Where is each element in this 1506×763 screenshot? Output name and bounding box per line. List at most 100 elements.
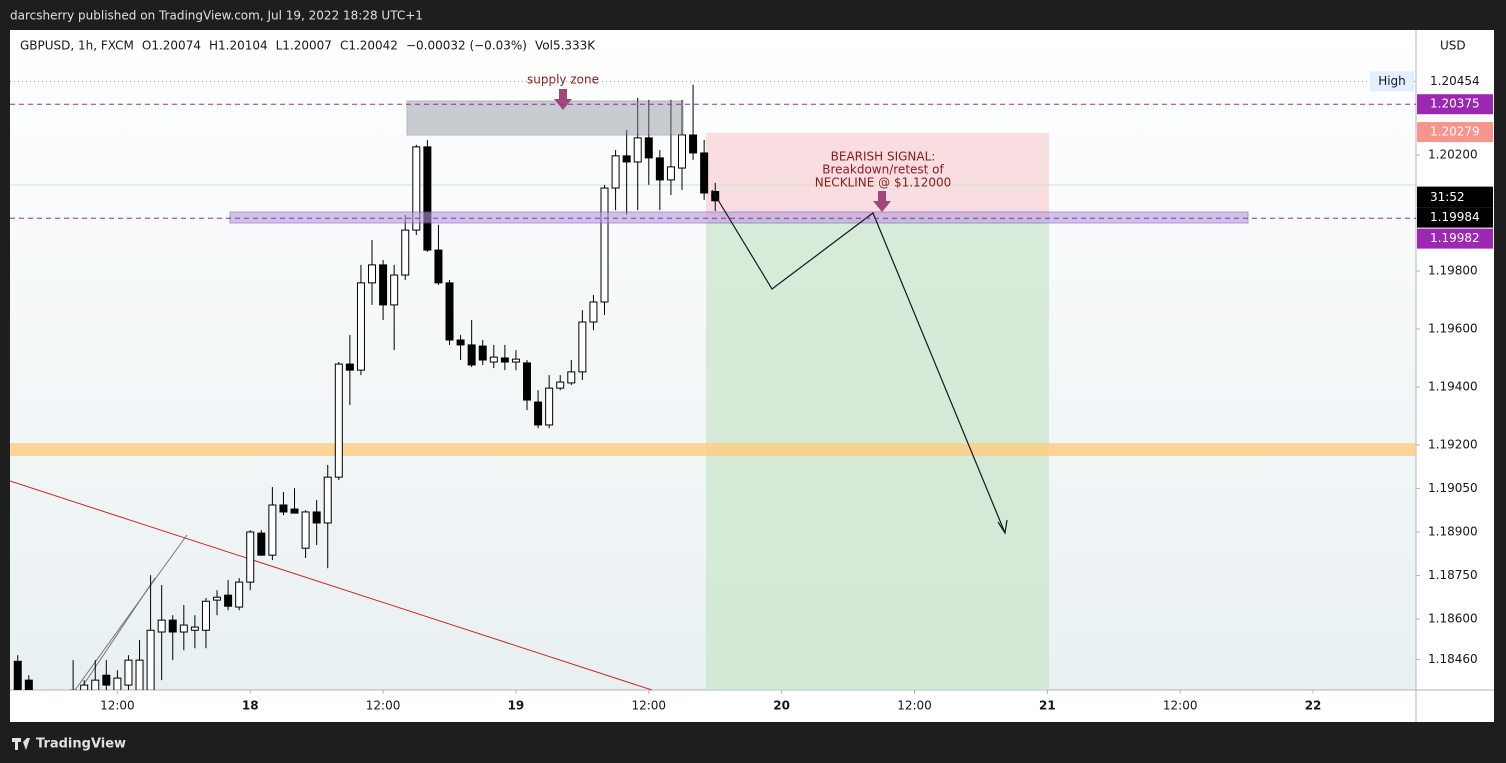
candle-body [456, 339, 465, 346]
high-badge [1370, 71, 1414, 92]
supply-zone [406, 100, 684, 136]
support-band [10, 443, 1416, 456]
header: darcsherry published on TradingView.com,… [10, 9, 423, 23]
candle-body [589, 301, 598, 323]
candle-body [678, 134, 687, 169]
candle-body [91, 679, 100, 690]
drawings [10, 133, 1416, 690]
candles [13, 84, 720, 690]
legend-item: GBPUSD, 1h, FXCM [20, 39, 134, 53]
candle-body [655, 157, 664, 181]
candle-body [224, 594, 233, 607]
price-badge-label: 1.20375 [1430, 97, 1480, 111]
price-badge [1417, 122, 1493, 143]
price-badge-label: 1.19984 [1430, 210, 1480, 224]
x-tick-label: 22 [1305, 699, 1322, 713]
y-tick-label: 1.19400 [1428, 379, 1478, 393]
candle-body [345, 363, 354, 371]
candle-body [545, 387, 554, 426]
marker-arrow [873, 191, 891, 212]
y-tick-label: 1.19050 [1428, 481, 1478, 495]
trend-line [79, 577, 156, 690]
y-tick-label: 1.18600 [1428, 611, 1478, 625]
candle-body [201, 600, 210, 631]
trend-line [74, 534, 188, 690]
overlays: supply zone BEARISH SIGNAL: Breakdown/re… [229, 73, 1249, 535]
annotation: NECKLINE @ $1.12000 [815, 176, 951, 190]
candle-body [489, 356, 498, 363]
x-tick-label: 12:00 [100, 699, 135, 713]
candle-body [368, 264, 377, 284]
y-tick-label: 1.18460 [1428, 652, 1478, 666]
candle-body [445, 282, 454, 341]
candle-body [401, 229, 410, 276]
high-label: High [1378, 74, 1406, 88]
y-tick-label: 1.19800 [1428, 263, 1478, 277]
legend: GBPUSD, 1h, FXCM O1.20074 H1.20104 L1.20007… [20, 39, 596, 53]
price-badge [1417, 71, 1493, 92]
y-tick-label: 1.19600 [1428, 321, 1478, 335]
candle-body [379, 264, 388, 306]
legend-item: L1.20007 [276, 39, 332, 53]
marker-arrow [554, 89, 572, 110]
brand: TradingView [12, 737, 126, 752]
candle-body [268, 504, 277, 556]
candle-body [700, 152, 709, 194]
candle-body [124, 659, 133, 686]
price-badge-label: 1.20279 [1430, 125, 1480, 139]
price-badge [1417, 228, 1493, 249]
candle-body [556, 381, 565, 389]
candle-body [644, 137, 653, 159]
x-tick-label: 19 [508, 699, 525, 713]
candle-body [257, 532, 266, 556]
trend-line [10, 480, 653, 690]
currency: USD [1440, 39, 1466, 53]
candle-body [390, 274, 399, 306]
countdown: 31:52 [1430, 190, 1465, 204]
y-tick-label: 1.19200 [1428, 437, 1478, 451]
x-tick-label: 12:00 [631, 699, 666, 713]
candle-body [412, 146, 421, 231]
time-axis [10, 690, 1416, 722]
price-axis [1416, 30, 1494, 722]
annotation: Breakdown/retest of [822, 163, 944, 177]
candle-body [13, 660, 22, 690]
candle-body [290, 508, 299, 514]
candle-body [301, 511, 310, 549]
x-tick-label: 21 [1039, 699, 1056, 713]
candle-body [80, 684, 89, 690]
candle-body [633, 137, 642, 163]
candle-body [434, 249, 443, 284]
legend-item: O1.20074 [142, 39, 201, 53]
price-badge-label: 1.19982 [1430, 231, 1480, 245]
candle-body [312, 511, 321, 524]
candle-body [423, 146, 432, 251]
candle-body [478, 345, 487, 361]
arrow-head [997, 519, 1008, 535]
candle-body [135, 659, 144, 690]
candle-body [523, 362, 532, 401]
candle-body [213, 596, 222, 601]
legend-item: Vol5.333K [535, 39, 596, 53]
candle-body [511, 358, 520, 363]
y-tick-label: 1.18900 [1428, 524, 1478, 538]
legend-item: −0.00032 (−0.03%) [406, 39, 527, 53]
candle-body [102, 674, 111, 686]
candle-body [246, 531, 255, 583]
price-badge [1417, 94, 1493, 115]
projection-arrow [711, 189, 1006, 534]
candle-body [666, 166, 675, 181]
candle-body [334, 363, 343, 478]
candle-body [600, 187, 609, 303]
footer: TradingView [36, 737, 126, 752]
y-tick-label: 1.18750 [1428, 568, 1478, 582]
annotation: supply zone [527, 73, 599, 87]
annotation: BEARISH SIGNAL: [831, 150, 936, 164]
candle-body [500, 357, 509, 363]
candle-body [24, 679, 33, 690]
candle-body [323, 476, 332, 524]
x-tick-label: 12:00 [366, 699, 401, 713]
x-tick-label: 12:00 [1163, 699, 1198, 713]
